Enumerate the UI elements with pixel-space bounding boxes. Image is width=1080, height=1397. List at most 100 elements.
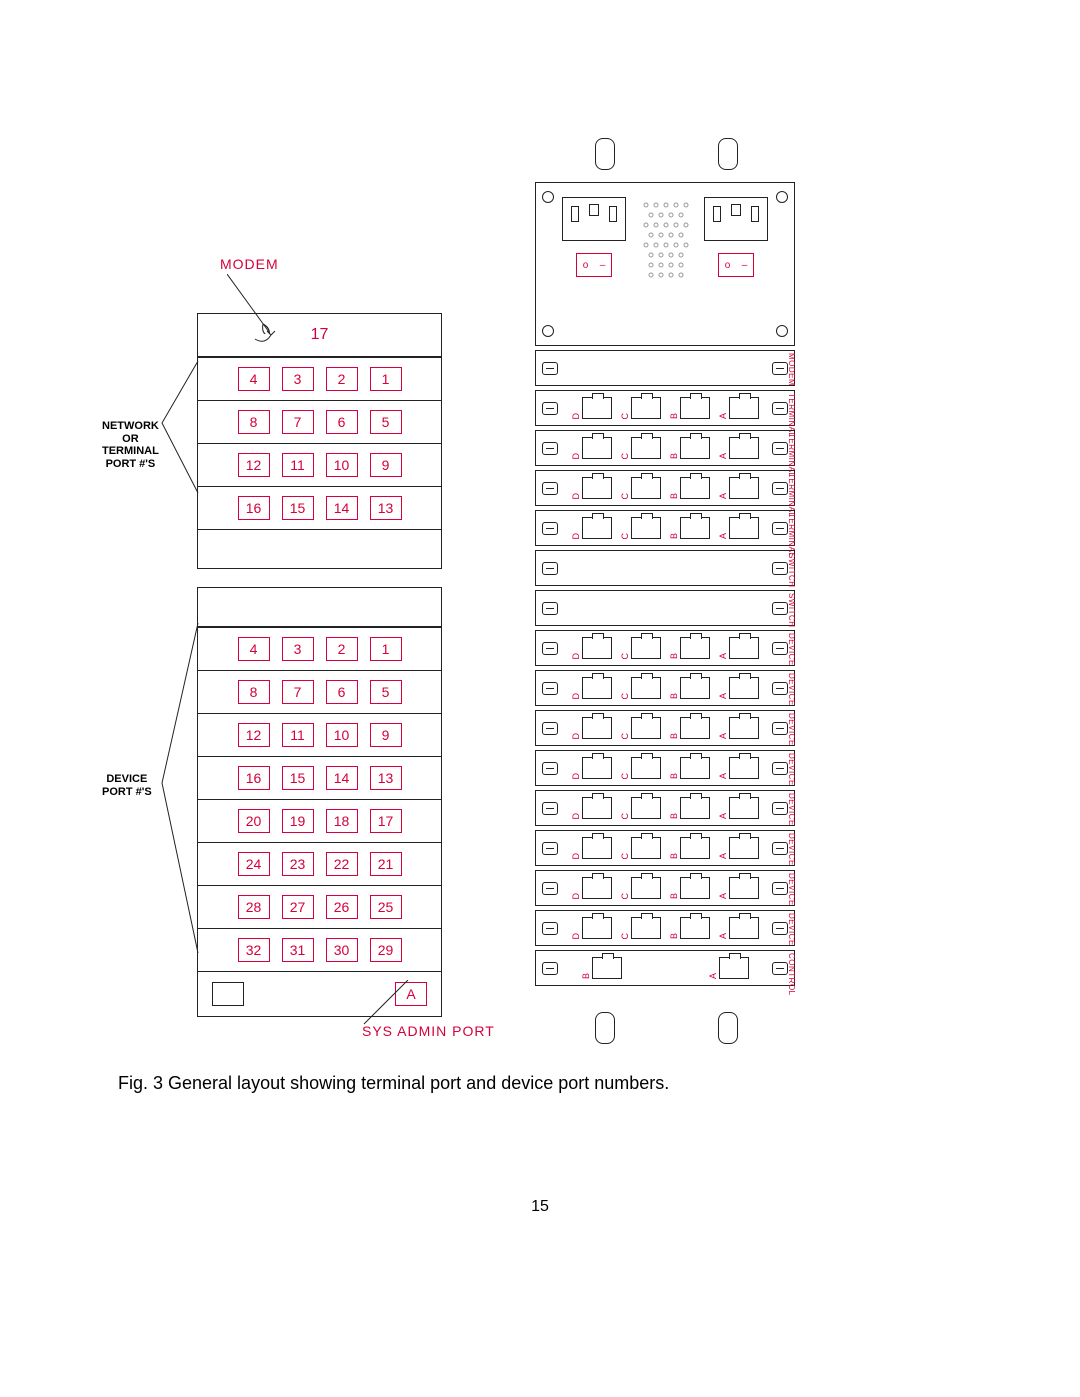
port-letter: B <box>669 493 679 499</box>
card-type-label: DEVICE <box>787 873 796 906</box>
terminal-row: 8765 <box>197 401 442 444</box>
thumbscrew-icon <box>542 642 558 655</box>
right-card-device: DCBADEVICE <box>535 830 795 866</box>
port-number-box: 6 <box>326 680 358 704</box>
rj-jack-icon <box>631 797 661 819</box>
card-type-label: DEVICE <box>787 633 796 666</box>
thumbscrew-icon <box>542 362 558 375</box>
right-card-device: DCBADEVICE <box>535 870 795 906</box>
port-letter: B <box>669 653 679 659</box>
port-number-box: 15 <box>282 766 314 790</box>
port-number-box: 12 <box>238 723 270 747</box>
rj-jack-icon <box>680 837 710 859</box>
rj-jack-icon <box>680 797 710 819</box>
port-number-box: 13 <box>370 766 402 790</box>
rj-jack-icon <box>680 877 710 899</box>
network-terminal-label: NETWORKORTERMINALPORT #'S <box>102 420 159 471</box>
rj-port: A <box>718 637 759 659</box>
screw-icon <box>776 191 788 203</box>
rj-port: C <box>620 757 661 779</box>
port-letter: D <box>571 653 581 660</box>
rj-port: D <box>571 437 612 459</box>
rj-jack-icon <box>729 517 759 539</box>
thumbscrew-icon <box>772 962 788 975</box>
device-row: 28272625 <box>197 886 442 929</box>
card-type-label: DEVICE <box>787 913 796 946</box>
port-group: DCBA <box>571 637 759 659</box>
port-number-box: 14 <box>326 496 358 520</box>
rj-port: A <box>718 477 759 499</box>
port-number-box: 4 <box>238 367 270 391</box>
port-letter: C <box>620 813 630 820</box>
port-group: DCBA <box>571 477 759 499</box>
rj-port: C <box>620 797 661 819</box>
rj-jack-icon <box>631 677 661 699</box>
sys-admin-label: SYS ADMIN PORT <box>362 1023 495 1039</box>
right-card-device: DCBADEVICE <box>535 670 795 706</box>
right-card-modem: MODEM <box>535 350 795 386</box>
rj-jack-icon <box>631 637 661 659</box>
port-number-box: 11 <box>282 453 314 477</box>
port-number-box: 8 <box>238 410 270 434</box>
screw-icon <box>776 325 788 337</box>
rj-jack-icon <box>729 637 759 659</box>
rj-jack-icon <box>680 517 710 539</box>
port-number-box: 25 <box>370 895 402 919</box>
card-type-label: DEVICE <box>787 793 796 826</box>
port-number-box: 9 <box>370 723 402 747</box>
port-letter: D <box>571 893 581 900</box>
port-letter: A <box>718 813 728 819</box>
vent-icon <box>636 197 696 287</box>
rj-jack-icon <box>582 797 612 819</box>
thumbscrew-icon <box>772 482 788 495</box>
power-inlet-left <box>562 197 626 241</box>
port-number-box: 5 <box>370 680 402 704</box>
rj-jack-icon <box>582 637 612 659</box>
port-letter: C <box>620 653 630 660</box>
rj-port: B <box>669 517 710 539</box>
thumbscrew-icon <box>542 442 558 455</box>
port-number-box: 24 <box>238 852 270 876</box>
port-number-box: 29 <box>370 938 402 962</box>
screw-icon <box>542 191 554 203</box>
ear-bottom-left <box>595 1012 615 1044</box>
right-card-control: BACONTROL <box>535 950 795 986</box>
power-module: o – o – <box>535 182 795 346</box>
port-number-box: 5 <box>370 410 402 434</box>
port-letter: C <box>620 533 630 540</box>
port-number-box: 1 <box>370 367 402 391</box>
port-letter: A <box>718 653 728 659</box>
thumbscrew-icon <box>772 802 788 815</box>
thumbscrew-icon <box>542 402 558 415</box>
port-number-box: 19 <box>282 809 314 833</box>
rj-port: A <box>718 877 759 899</box>
rj-jack-icon <box>631 477 661 499</box>
port-letter: D <box>571 493 581 500</box>
thumbscrew-icon <box>542 882 558 895</box>
rj-jack-icon <box>680 757 710 779</box>
port-group: DCBA <box>571 677 759 699</box>
right-card-device: DCBADEVICE <box>535 710 795 746</box>
rj-jack-icon <box>582 877 612 899</box>
thumbscrew-icon <box>772 602 788 615</box>
port-letter: C <box>620 773 630 780</box>
port-group: DCBA <box>571 837 759 859</box>
rj-jack-icon <box>680 637 710 659</box>
device-row: 32313029 <box>197 929 442 972</box>
rj-jack-icon <box>582 757 612 779</box>
port-letter: B <box>669 813 679 819</box>
rj-port: A <box>718 437 759 459</box>
rj-jack-icon <box>631 397 661 419</box>
rj-port: D <box>571 477 612 499</box>
rj-port: A <box>718 917 759 939</box>
rj-port: A <box>718 757 759 779</box>
rj-jack-icon <box>631 917 661 939</box>
rj-port: A <box>718 517 759 539</box>
port-letter: D <box>571 413 581 420</box>
port-letter: A <box>718 773 728 779</box>
right-card-terminal: DCBATERMINAL <box>535 470 795 506</box>
card-type-label: DEVICE <box>787 753 796 786</box>
rj-jack-icon <box>582 837 612 859</box>
thumbscrew-icon <box>542 842 558 855</box>
rj-jack-icon <box>729 757 759 779</box>
